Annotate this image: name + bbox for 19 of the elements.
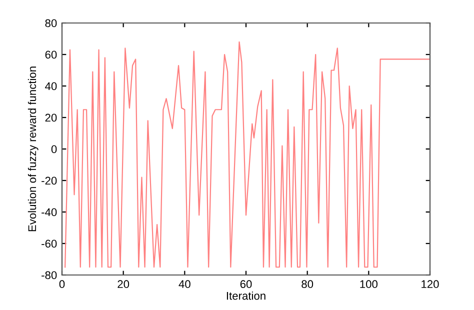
x-tick-label: 80 bbox=[302, 280, 314, 288]
y-tick-label: 60 bbox=[45, 50, 57, 59]
x-tick-label: 120 bbox=[422, 280, 439, 288]
y-tick-label: 20 bbox=[45, 114, 57, 122]
y-tick-label: -20 bbox=[42, 176, 57, 185]
y-axis-title: Evolution of fuzzy reward function bbox=[28, 66, 38, 232]
x-tick-label: 0 bbox=[59, 280, 65, 288]
x-tick-label: 20 bbox=[118, 280, 130, 288]
x-axis-title: Iteration bbox=[226, 292, 266, 300]
x-tick-label: 60 bbox=[240, 280, 252, 288]
y-tick-label: -40 bbox=[42, 208, 57, 216]
y-tick-label: -80 bbox=[42, 271, 57, 280]
y-tick-label: -60 bbox=[42, 240, 57, 248]
y-tick-label: 80 bbox=[45, 19, 57, 28]
y-tick-label: 0 bbox=[51, 145, 57, 154]
x-tick-label: 100 bbox=[360, 280, 378, 288]
y-tick-label: 40 bbox=[45, 82, 57, 90]
x-tick-label: 40 bbox=[178, 280, 190, 288]
line-series bbox=[64, 41, 430, 268]
